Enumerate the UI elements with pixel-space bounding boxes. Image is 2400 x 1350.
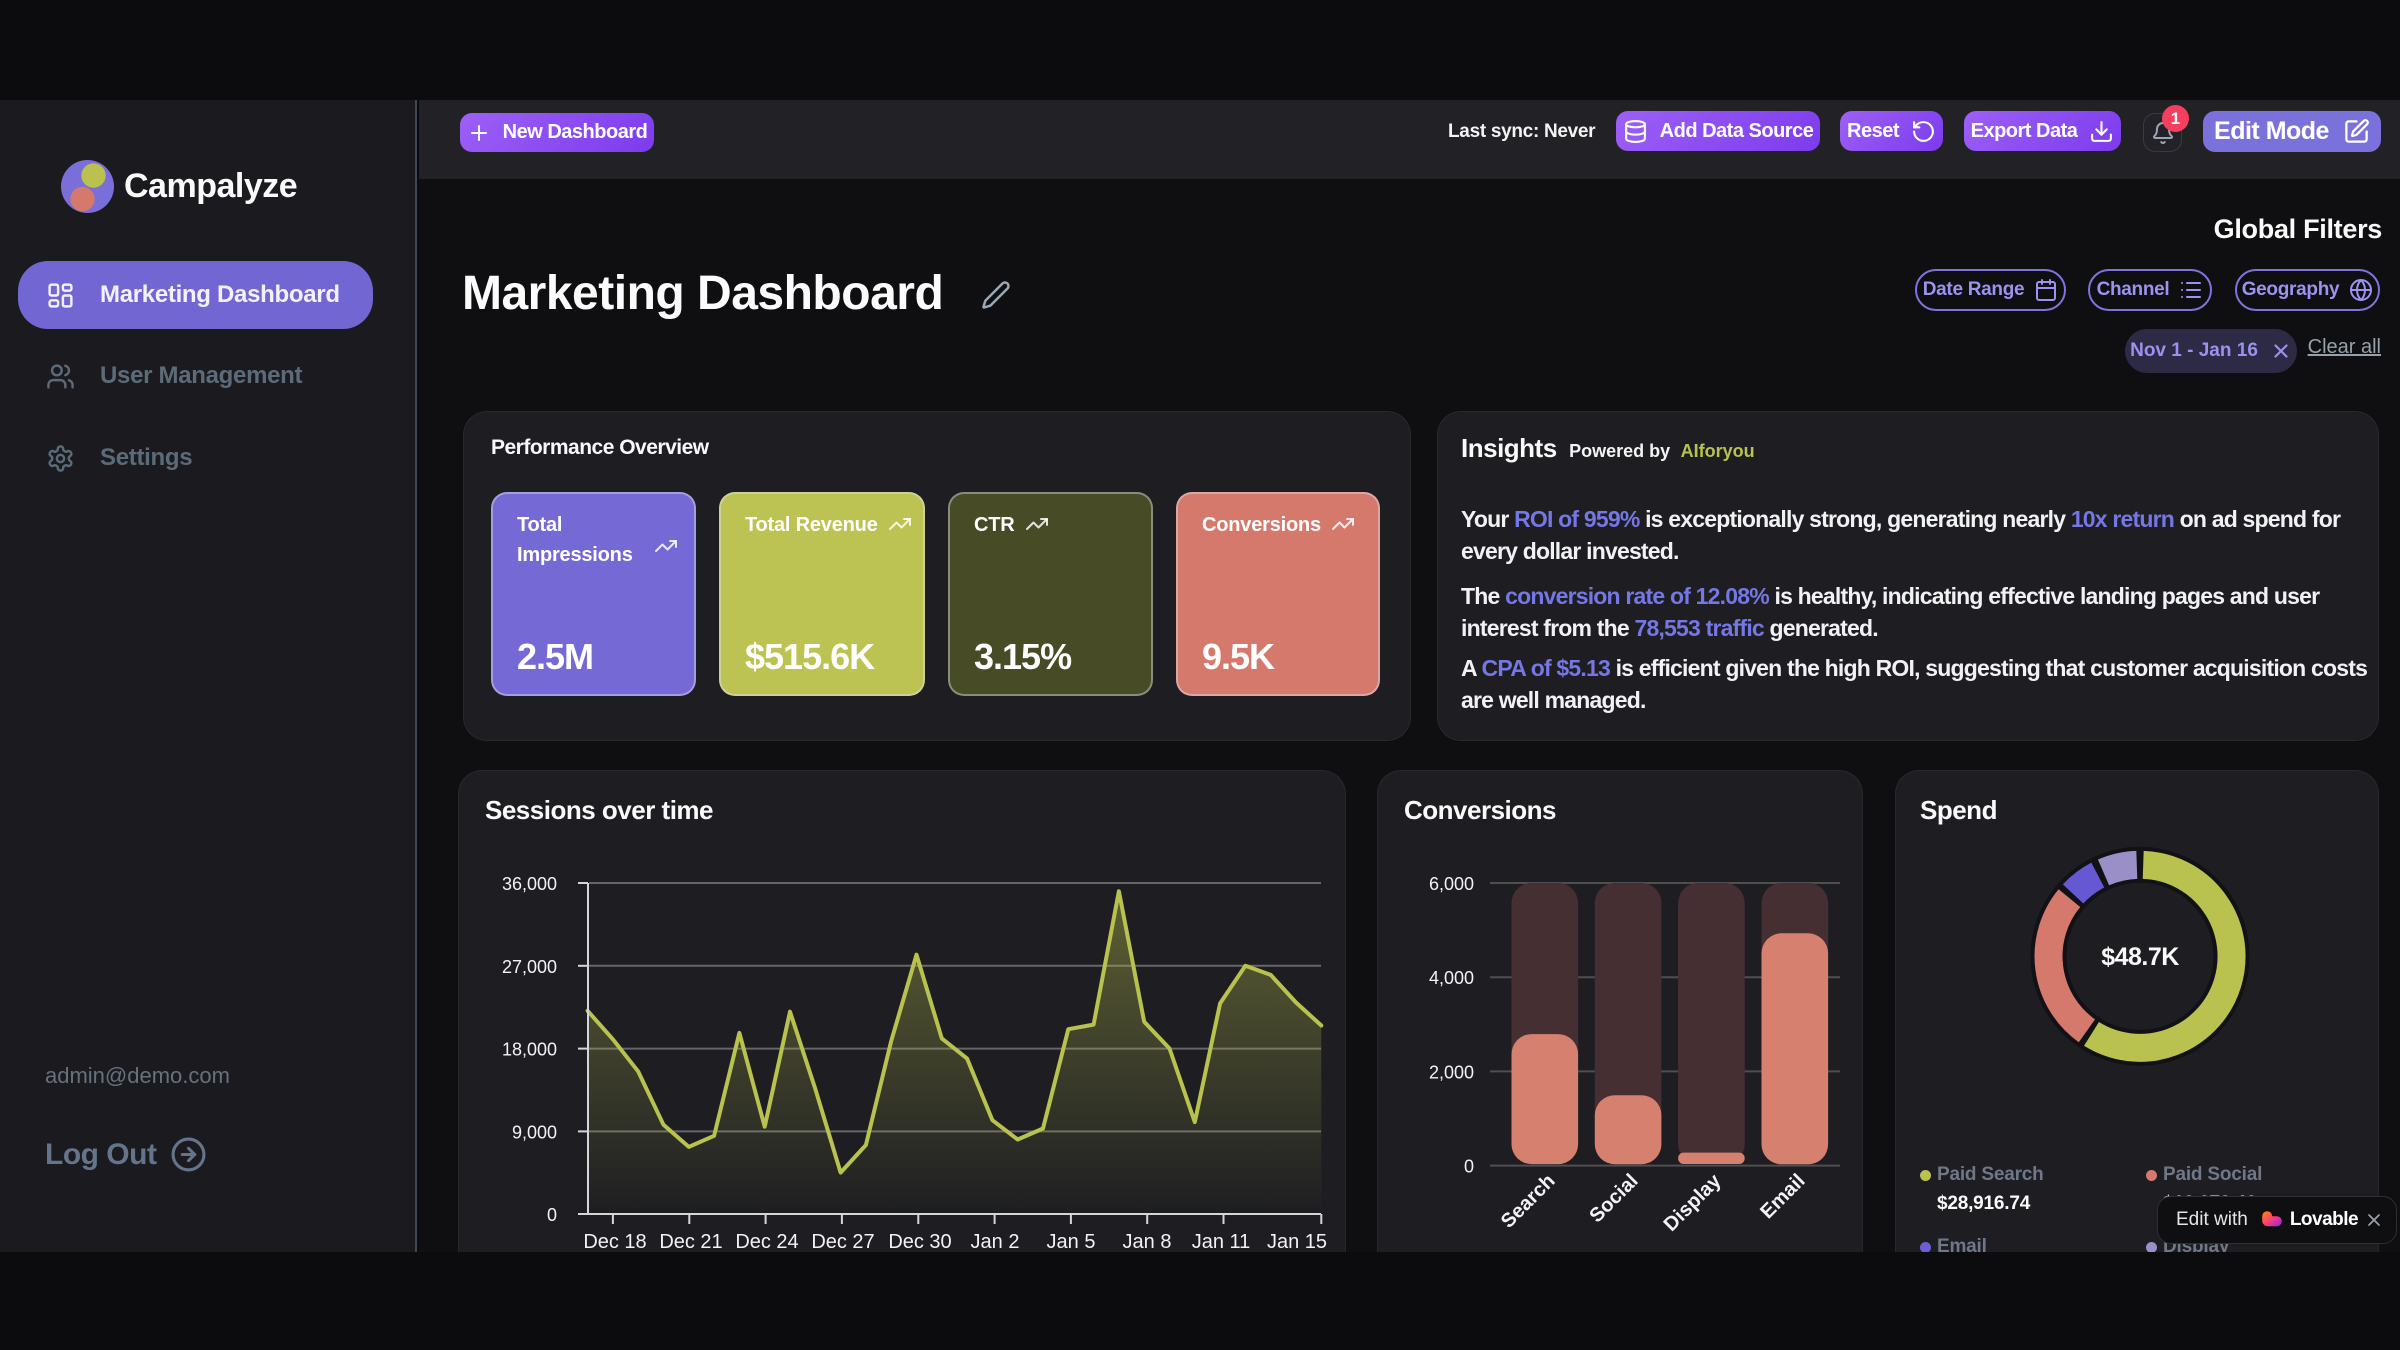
svg-text:Dec 27: Dec 27 — [811, 1231, 874, 1252]
svg-text:4,000: 4,000 — [1429, 968, 1474, 988]
svg-text:6,000: 6,000 — [1429, 874, 1474, 894]
svg-text:2,000: 2,000 — [1429, 1062, 1474, 1082]
svg-text:Social: Social — [1585, 1170, 1642, 1227]
svg-text:36,000: 36,000 — [502, 874, 557, 894]
svg-text:0: 0 — [547, 1205, 557, 1225]
svg-text:Jan 11: Jan 11 — [1192, 1231, 1251, 1252]
svg-text:18,000: 18,000 — [502, 1040, 557, 1060]
svg-text:Dec 30: Dec 30 — [888, 1231, 951, 1252]
svg-text:Jan 2: Jan 2 — [971, 1231, 1020, 1252]
svg-text:Dec 18: Dec 18 — [583, 1231, 646, 1252]
svg-text:Dec 21: Dec 21 — [659, 1231, 722, 1252]
svg-text:9,000: 9,000 — [512, 1122, 557, 1142]
svg-text:Display: Display — [1660, 1169, 1726, 1235]
svg-text:27,000: 27,000 — [502, 957, 557, 977]
svg-text:Email: Email — [1756, 1170, 1809, 1223]
svg-text:0: 0 — [1464, 1157, 1474, 1177]
svg-text:Search: Search — [1497, 1170, 1560, 1233]
svg-text:$48.7K: $48.7K — [2101, 943, 2179, 971]
svg-text:Jan 5: Jan 5 — [1047, 1231, 1096, 1252]
svg-text:Jan 15: Jan 15 — [1267, 1231, 1327, 1252]
svg-text:Jan 8: Jan 8 — [1123, 1231, 1172, 1252]
svg-text:Dec 24: Dec 24 — [735, 1231, 798, 1252]
